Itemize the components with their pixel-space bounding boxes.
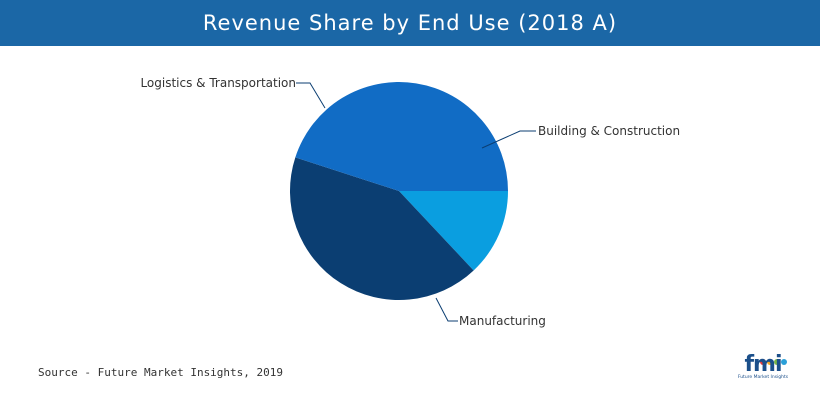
- leader-line: [296, 82, 326, 109]
- slice-label: Manufacturing: [459, 314, 546, 328]
- pie-slice-logistics-transportation: [295, 81, 508, 191]
- logo-subtitle: Future Market Insights: [737, 375, 789, 380]
- logo-text: fmi: [744, 352, 782, 377]
- logo-dot: [774, 359, 780, 365]
- logo-dot: [760, 359, 766, 365]
- slice-label: Building & Construction: [538, 124, 680, 138]
- chart-title: Revenue Share by End Use (2018 A): [202, 11, 618, 35]
- logo-dots: [757, 350, 791, 365]
- fmi-logo: fmi Future Market Insights: [735, 350, 791, 382]
- logo-dot: [781, 359, 787, 365]
- pie-chart: Building & Construction Manufacturing Logi…: [140, 76, 680, 328]
- pie-slice-manufacturing: [289, 157, 474, 301]
- chart-header: Revenue Share by End Use (2018 A): [0, 0, 820, 46]
- leader-line: [481, 130, 536, 149]
- pie-slice-building-construction: [399, 191, 508, 271]
- source-note: Source - Future Market Insights, 2019: [38, 366, 284, 379]
- logo-dot: [767, 359, 773, 365]
- slice-label: Logistics & Transportation: [140, 76, 296, 90]
- leader-line: [435, 297, 458, 322]
